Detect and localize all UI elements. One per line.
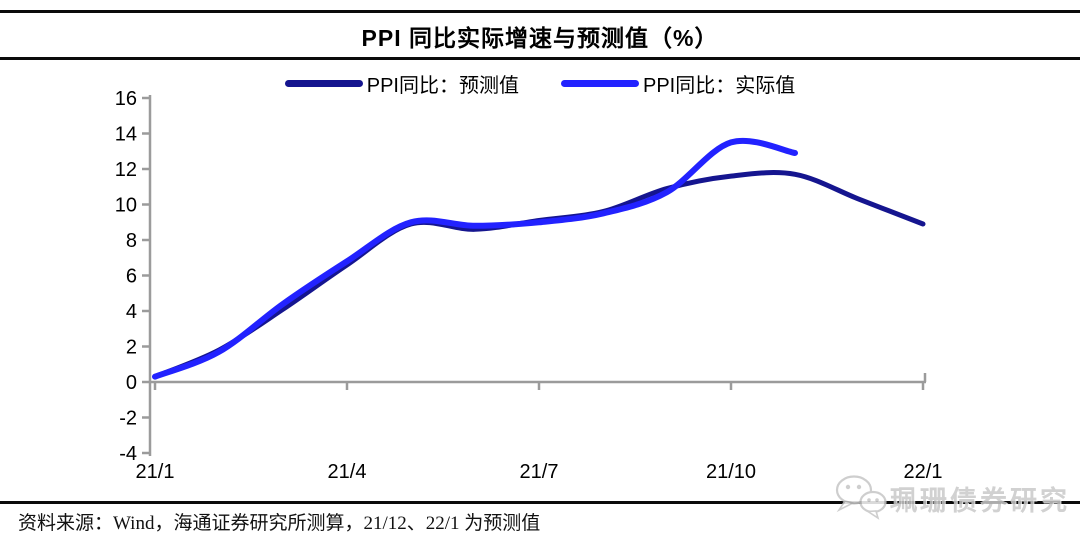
y-tick-label: 4: [126, 301, 137, 323]
y-tick-label: 12: [115, 159, 137, 181]
y-tick-label: 6: [126, 266, 137, 288]
y-tick-label: -2: [119, 408, 137, 430]
legend-item-forecast: PPI同比：预测值: [284, 69, 519, 98]
x-tick-label: 22/1: [904, 461, 943, 483]
x-tick-label: 21/1: [136, 461, 175, 483]
y-tick-label: 16: [115, 88, 137, 110]
y-tick-label: 2: [126, 337, 137, 359]
y-tick-label: -4: [119, 443, 137, 465]
chart-legend: PPI同比：预测值 PPI同比：实际值: [155, 69, 925, 98]
legend-item-actual: PPI同比：实际值: [561, 69, 795, 98]
x-tick-label: 21/7: [520, 461, 559, 483]
source-note: 资料来源：Wind，海通证券研究所测算，21/12、22/1 为预测值: [18, 513, 541, 534]
bottom-divider: [0, 501, 1080, 504]
series-line-actual: [152, 137, 798, 380]
legend-line-actual-swatch: [561, 80, 639, 87]
wechat-icon: [835, 475, 887, 520]
x-tick-label: 21/4: [328, 461, 367, 483]
watermark-text: 珮珊债券研究: [890, 485, 1070, 516]
watermark: 珮珊债券研究: [834, 474, 1070, 522]
y-tick-label: 8: [126, 230, 137, 252]
x-tick-label: 21/10: [706, 461, 756, 483]
y-tick-label: 14: [115, 124, 137, 146]
series-line-forecast: [152, 170, 926, 380]
top-divider: [0, 10, 1080, 13]
title-divider: [0, 57, 1080, 60]
y-tick-label: 0: [126, 372, 137, 394]
legend-label-forecast: PPI同比：预测值: [366, 75, 519, 97]
legend-line-forecast-swatch: [284, 80, 363, 87]
y-tick-label: 10: [115, 195, 137, 217]
legend-label-actual: PPI同比：实际值: [643, 75, 796, 97]
chart-title: PPI 同比实际增速与预测值（%）: [361, 25, 719, 51]
